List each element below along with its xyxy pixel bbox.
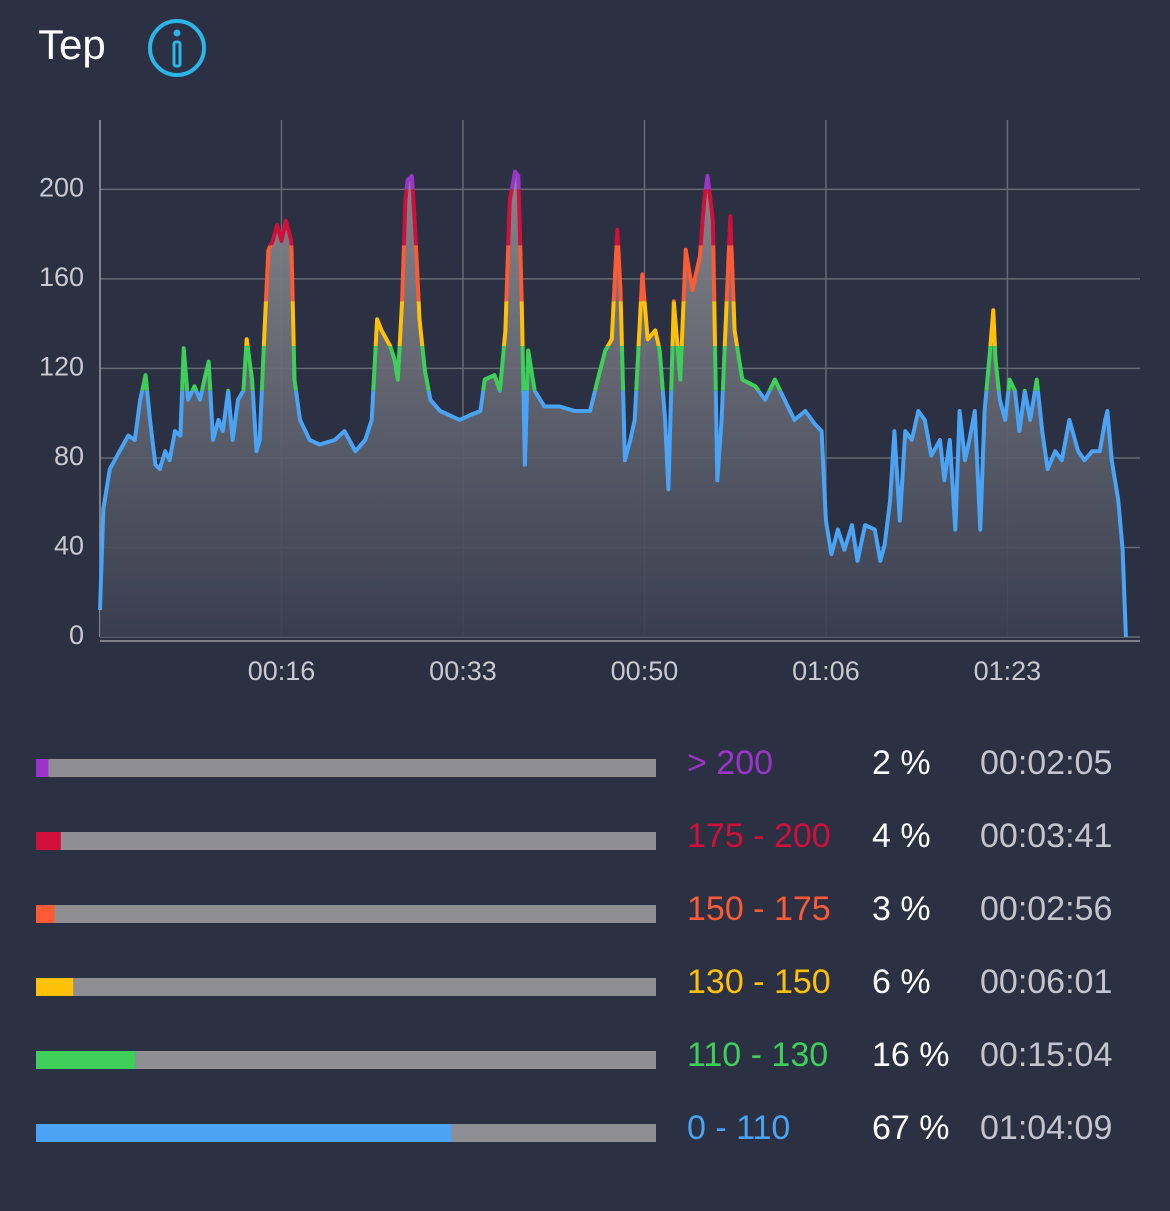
zone-share: 67 % [872,1109,950,1147]
y-tick-label: 120 [39,352,84,382]
zone-bar [36,1124,452,1142]
zone-label: 0 - 110 [687,1109,790,1147]
x-tick-label: 01:23 [974,656,1042,686]
zone-row: 110 - 130 16 % 00:15:04 [36,1036,1112,1074]
zone-share: 6 % [872,963,931,1001]
y-tick-label: 160 [39,262,84,292]
zone-line [98,390,1128,638]
zone-track [36,759,656,777]
zone-time: 00:03:41 [980,817,1112,855]
y-tick-label: 0 [69,620,84,650]
zone-row: 130 - 150 6 % 00:06:01 [36,963,1112,1001]
zone-label: > 200 [687,744,773,782]
zone-share: 16 % [872,1036,950,1074]
zone-label: 150 - 175 [687,890,831,928]
zone-label: 130 - 150 [687,963,831,1001]
zone-track [36,905,656,923]
zone-line [263,245,736,302]
zone-time: 00:15:04 [980,1036,1112,1074]
zone-row: 0 - 110 67 % 01:04:09 [36,1109,1112,1147]
zone-bar [36,832,61,850]
zone-label: 175 - 200 [687,817,831,855]
info-circle [148,19,206,77]
zone-row: 150 - 175 3 % 00:02:56 [36,890,1112,928]
x-tick-label: 01:06 [792,656,860,686]
zone-track [36,978,656,996]
x-tick-label: 00:33 [429,656,497,686]
info-button[interactable] [148,19,206,77]
zone-row: > 200 2 % 00:02:05 [36,744,1112,782]
zone-bar [36,759,49,777]
x-tick-label: 00:50 [611,656,679,686]
zone-share: 2 % [872,744,931,782]
zone-bar [36,1051,136,1069]
zone-bar [36,978,74,996]
zone-time: 01:04:09 [980,1109,1112,1147]
zone-time: 00:02:56 [980,890,1112,928]
zone-share: 3 % [872,890,931,928]
y-tick-label: 80 [54,441,84,471]
zone-time: 00:06:01 [980,963,1112,1001]
x-tick-label: 00:16 [248,656,316,686]
y-tick-label: 40 [54,531,84,561]
y-tick-label: 200 [39,173,84,203]
zone-track [36,832,656,850]
area [100,171,1126,637]
zone-track [36,1051,656,1069]
info-stem [172,40,182,68]
zone-line [244,301,997,347]
zone-row: 175 - 200 4 % 00:03:41 [36,817,1112,855]
zone-label: 110 - 130 [687,1036,828,1074]
zone-time: 00:02:05 [980,744,1112,782]
zone-share: 4 % [872,817,931,855]
info-dot [173,29,181,37]
zone-bar [36,905,55,923]
page-title: Tep [38,21,106,68]
